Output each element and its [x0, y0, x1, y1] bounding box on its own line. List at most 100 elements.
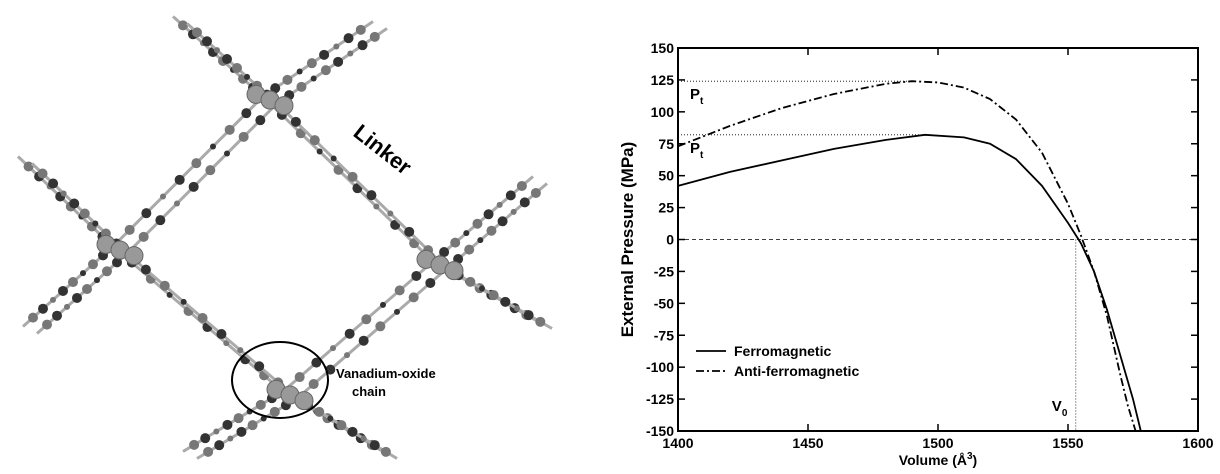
atom: [124, 224, 135, 235]
atom: [88, 259, 98, 270]
atom: [510, 208, 517, 215]
reference-label-main: P: [690, 140, 700, 157]
y-tick-label: 125: [651, 72, 675, 88]
atom: [159, 280, 170, 291]
x-axis-label: Volume (Å3): [899, 451, 977, 468]
bond: [275, 102, 449, 270]
bond: [196, 397, 298, 460]
atom: [314, 406, 325, 417]
x-tick-label: 1550: [1052, 435, 1083, 451]
atom: [308, 379, 319, 390]
y-tick-label: -150: [646, 423, 674, 439]
atom: [282, 74, 293, 85]
reference-label: V0: [1052, 398, 1068, 419]
atom: [42, 319, 52, 330]
atom: [373, 203, 380, 210]
atom: [269, 406, 280, 417]
metal-atom: [274, 96, 294, 116]
atom: [411, 270, 422, 281]
atom: [50, 296, 56, 303]
x-tick-label: 1600: [1182, 435, 1213, 451]
x-tick-label: 1400: [662, 435, 693, 451]
atom: [155, 215, 166, 226]
atom: [192, 27, 202, 38]
atom: [380, 446, 391, 457]
atom: [483, 209, 494, 220]
atom: [37, 168, 48, 179]
atom: [450, 237, 461, 248]
atom: [369, 440, 380, 451]
y-tick-label: 75: [658, 136, 674, 152]
atom: [94, 277, 100, 284]
atom: [366, 190, 377, 201]
bond: [446, 267, 553, 330]
atom: [355, 24, 366, 35]
atom: [344, 328, 355, 339]
atom: [203, 446, 214, 457]
atom: [375, 321, 386, 332]
atom: [358, 335, 369, 346]
atom: [516, 180, 527, 191]
atom: [394, 308, 400, 315]
atom: [519, 197, 530, 208]
bond: [111, 95, 265, 248]
bond: [296, 267, 448, 400]
atom: [290, 116, 301, 127]
atom: [477, 237, 484, 244]
metal-atom: [294, 391, 314, 411]
atom: [316, 148, 323, 155]
atom: [138, 231, 149, 242]
atom: [28, 312, 38, 323]
atom: [80, 270, 86, 277]
atom: [488, 290, 499, 301]
atom: [214, 47, 220, 54]
bond: [296, 397, 398, 460]
atom: [237, 347, 244, 354]
atom: [224, 150, 230, 157]
atom: [222, 419, 233, 430]
atom: [343, 33, 354, 44]
atom: [486, 225, 497, 236]
atom: [361, 314, 372, 325]
atom: [347, 171, 358, 182]
atom: [465, 276, 476, 287]
atom: [233, 413, 244, 424]
atom: [210, 143, 216, 150]
bond: [16, 155, 115, 248]
atom: [255, 399, 266, 410]
atom: [310, 75, 317, 82]
atom: [404, 226, 415, 237]
bond: [261, 95, 435, 263]
x-axis-label-sup: 3: [967, 451, 973, 462]
atom: [213, 428, 220, 435]
atom: [216, 329, 227, 340]
x-axis-label-after: ): [973, 452, 978, 468]
atom: [479, 285, 485, 292]
series-line: [677, 80, 1137, 432]
atom: [244, 73, 250, 80]
atom: [241, 108, 252, 119]
plot: -150 -125 -100 -75 -50 -25 0 25 50 75 100 125 150 140…: [618, 40, 1214, 468]
bond: [262, 20, 374, 98]
chain-label-line: chain: [352, 384, 386, 399]
atom: [369, 31, 380, 42]
y-tick-label: -75: [654, 327, 674, 343]
atom: [214, 440, 225, 451]
atom: [327, 415, 334, 422]
atom: [463, 230, 470, 237]
atom: [514, 305, 520, 312]
atom: [222, 54, 232, 65]
bond: [276, 27, 388, 105]
bond: [282, 260, 434, 393]
atom: [205, 165, 216, 176]
series-line: [677, 133, 1142, 432]
reference-label-main: V: [1052, 398, 1062, 415]
metal-atom: [444, 261, 464, 281]
bond: [182, 390, 284, 453]
atom: [360, 435, 367, 442]
atom: [408, 292, 419, 303]
atom: [140, 264, 151, 275]
atom: [425, 277, 436, 288]
atom: [311, 357, 322, 368]
atom: [72, 292, 82, 303]
